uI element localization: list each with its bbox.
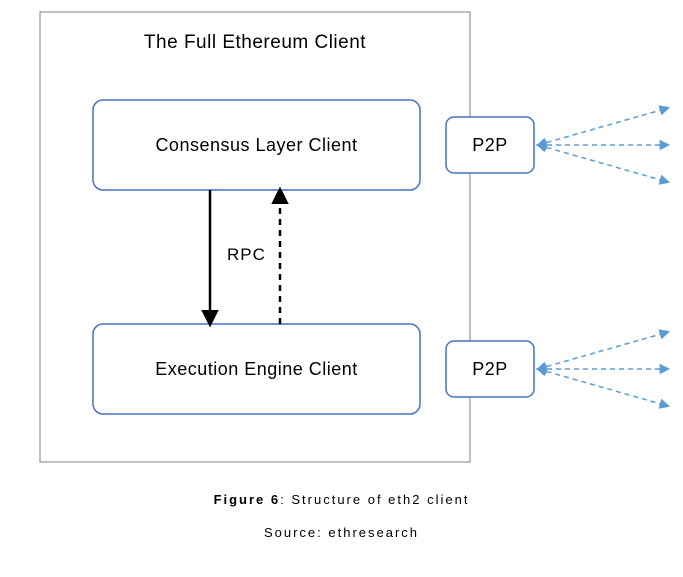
- p2p-bottom-rays: [538, 332, 668, 406]
- figure-text: : Structure of eth2 client: [280, 492, 469, 507]
- figure-source: Source: ethresearch: [0, 525, 683, 540]
- p2p-top-rays: [538, 108, 668, 182]
- source-label: Source:: [264, 525, 328, 540]
- execution-engine-label: Execution Engine Client: [155, 359, 358, 379]
- figure-caption: Figure 6: Structure of eth2 client: [0, 492, 683, 507]
- consensus-layer-label: Consensus Layer Client: [155, 135, 357, 155]
- container-title: The Full Ethereum Client: [144, 32, 366, 53]
- source-text: ethresearch: [328, 525, 419, 540]
- p2p-ray: [538, 332, 668, 369]
- p2p-top-label: P2P: [472, 135, 508, 155]
- p2p-ray: [538, 369, 668, 406]
- p2p-bottom-label: P2P: [472, 359, 508, 379]
- diagram-svg: The Full Ethereum Client Consensus Layer…: [0, 0, 683, 470]
- diagram-stage: The Full Ethereum Client Consensus Layer…: [0, 0, 683, 577]
- rpc-label: RPC: [227, 245, 266, 264]
- figure-number: Figure 6: [214, 492, 281, 507]
- p2p-ray: [538, 145, 668, 182]
- p2p-ray: [538, 108, 668, 145]
